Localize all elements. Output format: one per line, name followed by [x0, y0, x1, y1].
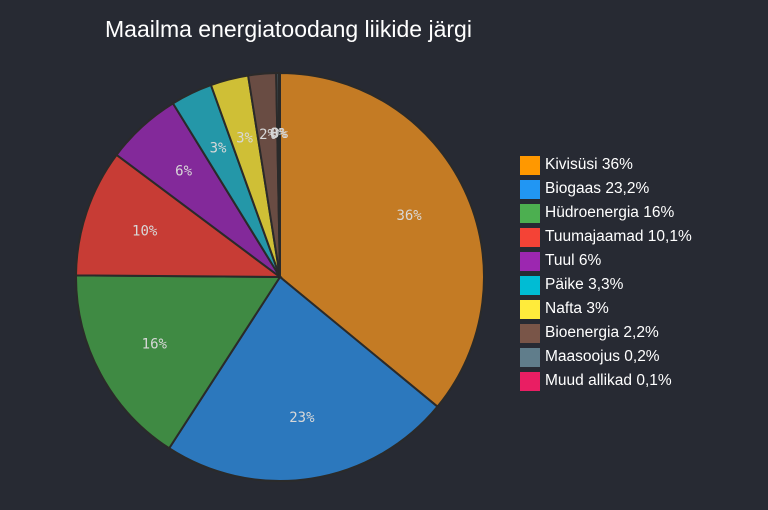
slice-label-6: 3%: [210, 140, 227, 156]
legend-label: Tuul 6%: [545, 252, 602, 269]
legend-swatch: [520, 251, 540, 271]
pie-slice-2: [167, 275, 439, 482]
legend-item: Hüdroenergia 16%: [520, 201, 692, 225]
slice-label-9: 0%: [270, 126, 287, 142]
pie-slice-10: [277, 71, 281, 278]
legend-label: Päike 3,3%: [545, 276, 624, 293]
legend-label: Nafta 3%: [545, 300, 609, 317]
legend-swatch: [520, 179, 540, 199]
pie-slice-4: [74, 153, 284, 279]
legend-label: Muud allikad 0,1%: [545, 372, 672, 389]
slice-label-1: 36%: [396, 208, 422, 224]
legend-label: Bioenergia 2,2%: [545, 324, 659, 341]
legend-item: Bioenergia 2,2%: [520, 321, 692, 345]
legend-item: Tuul 6%: [520, 249, 692, 273]
legend-item: Tuumajaamad 10,1%: [520, 225, 692, 249]
legend-item: Päike 3,3%: [520, 273, 692, 297]
legend-label: Biogaas 23,2%: [545, 180, 650, 197]
slice-label-7: 3%: [236, 131, 253, 147]
legend-item: Muud allikad 0,1%: [520, 369, 692, 393]
legend-swatch: [520, 299, 540, 319]
legend-swatch: [520, 155, 540, 175]
legend-swatch: [520, 203, 540, 223]
legend-swatch: [520, 227, 540, 247]
legend-label: Hüdroenergia 16%: [545, 204, 675, 221]
legend-item: Maasoojus 0,2%: [520, 345, 692, 369]
legend-swatch: [520, 275, 540, 295]
legend-swatch: [520, 323, 540, 343]
slice-label-5: 6%: [175, 164, 192, 180]
pie-slice-1: [279, 71, 485, 409]
legend-label: Maasoojus 0,2%: [545, 348, 660, 365]
slice-label-10: 0%: [271, 126, 288, 142]
slice-label-8: 2%: [259, 127, 276, 143]
slice-label-2: 23%: [289, 410, 315, 426]
legend-item: Kivisüsi 36%: [520, 153, 692, 177]
legend: Kivisüsi 36% Biogaas 23,2% Hüdroenergia 16…: [520, 153, 692, 393]
legend-item: Nafta 3%: [520, 297, 692, 321]
slice-label-3: 16%: [142, 337, 168, 353]
legend-item: Biogaas 23,2%: [520, 177, 692, 201]
legend-swatch: [520, 371, 540, 391]
legend-swatch: [520, 347, 540, 367]
legend-label: Tuumajaamad 10,1%: [545, 228, 692, 245]
legend-label: Kivisüsi 36%: [545, 156, 633, 173]
chart-title: Maailma energiatoodang liikide järgi: [105, 16, 472, 42]
slice-label-4: 10%: [132, 223, 158, 239]
pie-slice-3: [75, 274, 282, 450]
